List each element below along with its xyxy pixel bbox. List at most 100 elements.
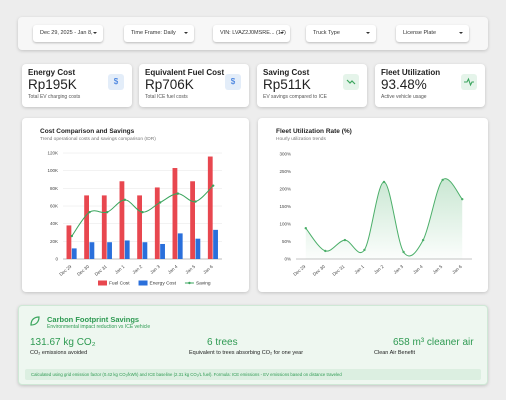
x-tick-label: Jan 2 (131, 264, 143, 275)
kpi-value: Rp511K (263, 77, 311, 92)
x-tick-label: Dec 31 (331, 264, 346, 277)
y-tick-label: 60K (50, 204, 58, 209)
x-tick-label: Jan 2 (373, 264, 385, 275)
kpi-title: Saving Cost (263, 68, 310, 77)
kpi-card: Fleet Utilization 93.48% Active vehicle us… (375, 64, 485, 107)
kpi-note: EV savings compared to ICE (263, 94, 327, 100)
bar (160, 243, 165, 259)
vin-filter[interactable]: VIN: LVAZ2J0MSRE... (17) (213, 25, 290, 42)
point (158, 201, 162, 204)
kpi-note: Total EV charging costs (28, 94, 81, 100)
bar (137, 195, 142, 259)
x-tick-label: Jan 3 (149, 264, 161, 275)
carbon-value: 131.67 kg CO₂ (30, 337, 96, 348)
point (105, 210, 109, 214)
y-tick-label: 100K (47, 168, 58, 173)
bar (66, 225, 72, 259)
carbon-subtitle: Environmental impact reduction vs ICE ve… (47, 324, 151, 330)
bar (71, 248, 77, 259)
timeframe-filter[interactable]: Time Frame: Daily (124, 25, 194, 42)
date-filter[interactable]: Dec 29, 2025 - Jan 8, (33, 25, 103, 42)
y-tick-label: 20K (50, 239, 58, 244)
leaf-icon (30, 316, 40, 326)
bar (154, 187, 160, 259)
bar (190, 181, 195, 259)
carbon-title: Carbon Footprint Savings (47, 315, 140, 324)
carbon-label: Clean Air Benefit (374, 350, 415, 356)
point (123, 198, 127, 202)
legend-label: Fuel Cost (109, 281, 130, 287)
license-plate-filter[interactable]: License Plate (396, 25, 469, 42)
kpi-icon (343, 74, 359, 90)
point (461, 197, 464, 201)
chart-subtitle: Hourly utilization trends (276, 136, 326, 142)
y-tick-label: 150% (279, 204, 291, 209)
point (363, 248, 366, 252)
kpi-title: Energy Cost (28, 68, 76, 77)
x-tick-label: Dec 29 (292, 264, 307, 277)
x-tick-label: Dec 29 (58, 264, 73, 277)
bar (207, 156, 213, 259)
x-tick-label: Jan 1 (353, 264, 365, 275)
kpi-title: Equivalent Fuel Cost (145, 68, 225, 77)
chart-subtitle: Trend operational costs and savings comp… (40, 136, 156, 142)
point (70, 234, 74, 238)
x-tick-label: Dec 30 (312, 264, 327, 277)
bar (213, 229, 218, 259)
point (88, 210, 91, 214)
carbon-card: Carbon Footprint Savings Environmental i… (18, 305, 488, 385)
bar (101, 195, 107, 259)
legend-swatch (138, 280, 148, 286)
bar (142, 242, 148, 259)
y-tick-label: 100% (279, 222, 291, 227)
x-tick-label: Dec 30 (76, 264, 91, 277)
carbon-label: Equivalent to trees absorbing CO₂ for on… (189, 350, 304, 356)
x-tick-label: Jan 5 (432, 264, 444, 275)
x-tick-label: Jan 1 (114, 264, 126, 275)
y-tick-label: 250% (279, 169, 291, 174)
truck-type-filter[interactable]: Truck Type (306, 25, 376, 42)
chart-title: Fleet Utilization Rate (%) (276, 128, 352, 135)
point (304, 227, 307, 230)
bar (119, 181, 125, 259)
legend-label: Energy Cost (150, 281, 177, 287)
point (402, 250, 405, 254)
utilization-chart: Fleet Utilization Rate (%)Hourly utiliza… (258, 118, 488, 292)
x-tick-label: Dec 31 (94, 264, 109, 277)
y-tick-label: 0 (55, 257, 58, 262)
y-tick-label: 40K (50, 221, 58, 226)
kpi-note: Active vehicle usage (381, 94, 427, 100)
chart-title: Cost Comparison and Savings (40, 128, 135, 135)
area (305, 178, 463, 259)
legend-label: Saving (196, 281, 211, 287)
kpi-title: Fleet Utilization (381, 68, 441, 77)
x-tick-label: Jan 5 (184, 264, 196, 275)
point (194, 200, 197, 203)
point (382, 180, 386, 184)
y-tick-label: 80K (50, 186, 58, 191)
y-tick-label: 200% (279, 187, 291, 192)
y-tick-label: 50% (282, 239, 291, 244)
legend-swatch (188, 281, 191, 285)
kpi-icon: $ (225, 74, 241, 90)
kpi-value: Rp706K (145, 77, 194, 92)
bar (107, 242, 112, 259)
point (141, 210, 144, 214)
bar (124, 240, 130, 259)
kpi-value: Rp195K (28, 77, 77, 92)
bar (195, 238, 201, 259)
point (421, 238, 425, 242)
bar (172, 168, 178, 259)
bar (89, 242, 95, 259)
bar (177, 233, 183, 259)
y-tick-label: 120K (47, 151, 58, 156)
bar (84, 195, 89, 259)
y-tick-label: 300% (279, 152, 291, 157)
carbon-value: 6 trees (207, 337, 238, 348)
kpi-card: Energy Cost Rp195K Total EV charging costs… (22, 64, 132, 107)
kpi-icon: $ (108, 74, 124, 90)
kpi-icon (461, 74, 477, 90)
point (343, 238, 347, 242)
point (441, 178, 444, 182)
